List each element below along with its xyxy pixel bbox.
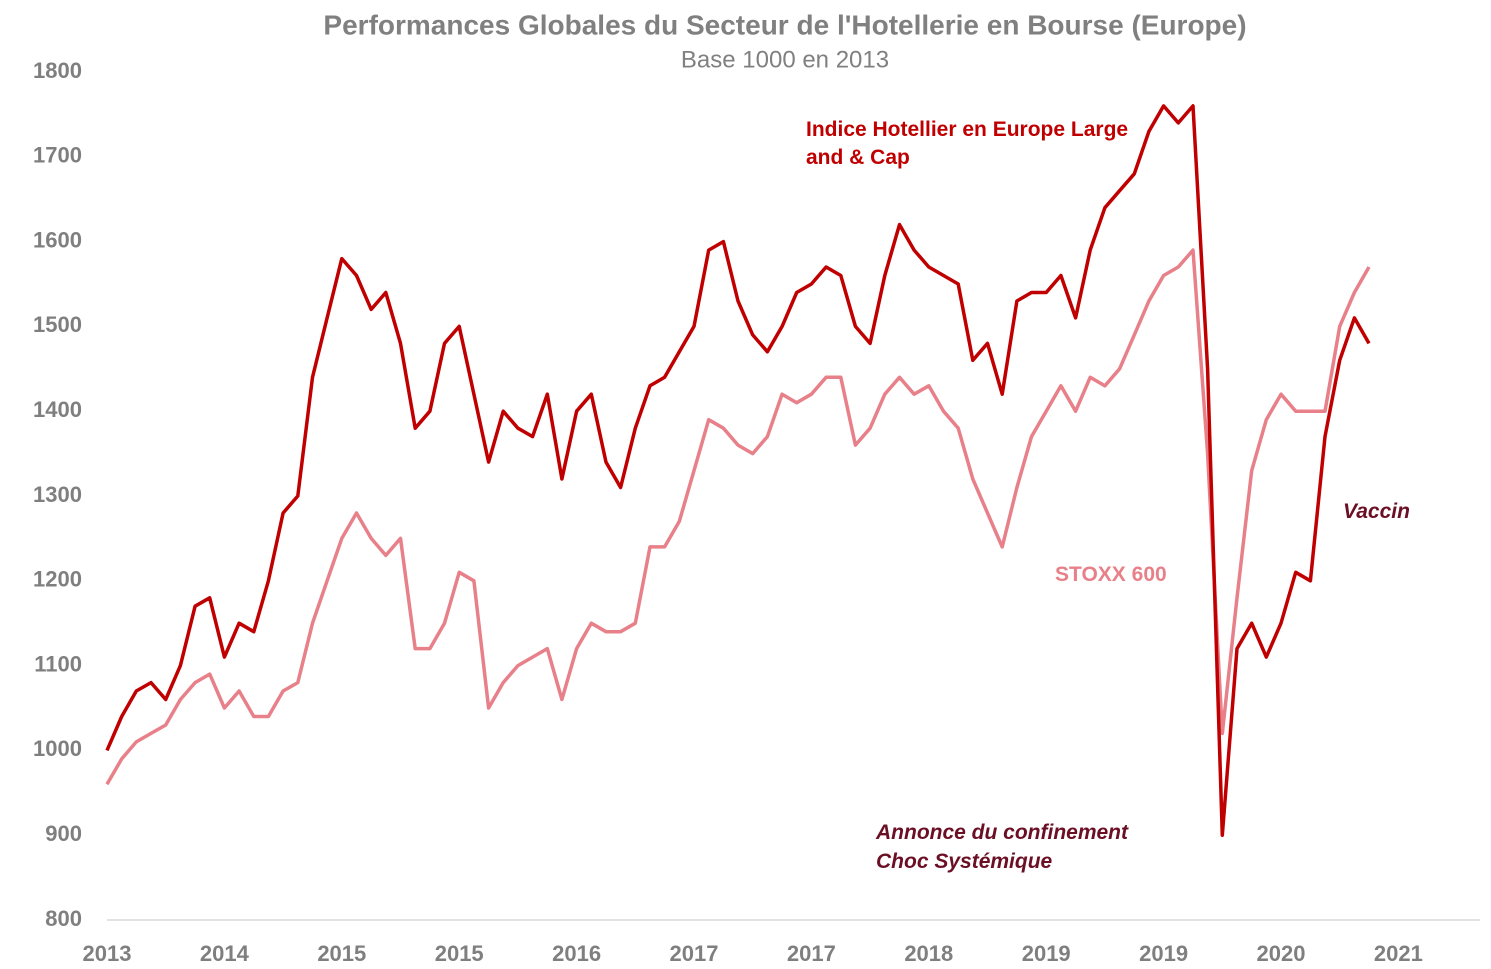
x-tick-label: 2015 (435, 941, 484, 966)
y-tick-label: 900 (45, 821, 82, 846)
x-tick-label: 2015 (317, 941, 366, 966)
y-tick-label: 800 (45, 906, 82, 931)
series-line (105, 248, 1371, 786)
y-tick-label: 1500 (33, 312, 82, 337)
x-tick-label: 2016 (552, 941, 601, 966)
y-tick-label: 1000 (33, 736, 82, 761)
series-label: STOXX 600 (1055, 563, 1167, 586)
chart-title: Performances Globales du Secteur de l'Ho… (323, 9, 1246, 40)
x-tick-label: 2019 (1022, 941, 1071, 966)
y-tick-label: 1800 (33, 58, 82, 83)
x-tick-label: 2017 (787, 941, 836, 966)
x-tick-label: 2017 (670, 941, 719, 966)
x-tick-label: 2019 (1139, 941, 1188, 966)
annotation: Choc Systémique (876, 850, 1053, 873)
y-tick-label: 1600 (33, 227, 82, 252)
y-tick-label: 1700 (33, 143, 82, 168)
series-line (105, 104, 1371, 837)
x-tick-label: 2018 (904, 941, 953, 966)
x-tick-label: 2021 (1374, 941, 1423, 966)
series-label: Indice Hotellier en Europe Large and & C… (806, 118, 1129, 169)
x-tick-label: 2014 (200, 941, 250, 966)
annotation: Vaccin (1343, 500, 1410, 523)
y-tick-label: 1200 (33, 567, 82, 592)
y-tick-label: 1300 (33, 482, 82, 507)
chart-subtitle: Base 1000 en 2013 (681, 46, 889, 73)
x-tick-label: 2013 (83, 941, 132, 966)
annotation: Annonce du confinement (876, 821, 1128, 844)
y-tick-label: 1400 (33, 397, 82, 422)
x-tick-label: 2020 (1257, 941, 1306, 966)
y-tick-label: 1100 (34, 651, 82, 676)
